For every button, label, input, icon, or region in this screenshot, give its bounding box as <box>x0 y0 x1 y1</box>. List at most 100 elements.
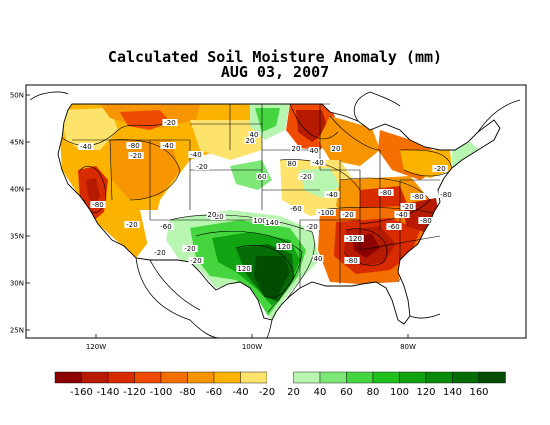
legend-swatch <box>267 372 294 383</box>
contour-label: -100 <box>318 209 334 217</box>
contour-label-bg <box>264 219 280 226</box>
north-plains-wet-core <box>255 108 280 132</box>
contour-label-bg <box>162 119 178 126</box>
contour-label: -80 <box>346 257 357 265</box>
legend-label: 160 <box>469 387 488 398</box>
contour-label-bg <box>276 243 292 250</box>
contour-label: 80 <box>288 160 297 168</box>
contour-label: -20 <box>164 119 175 127</box>
contour-label-bg <box>210 213 226 220</box>
contour-label: -20 <box>212 213 223 221</box>
contour-label-bg <box>194 163 210 170</box>
contour-label-bg <box>344 257 360 264</box>
legend-label: 40 <box>314 387 327 398</box>
contour-label: -40 <box>162 142 173 150</box>
contour-label: 140 <box>265 219 278 227</box>
contour-label-bg <box>438 191 454 198</box>
contour-label-bg <box>244 137 256 144</box>
contour-label: 20 <box>208 211 217 219</box>
contour-label: 120 <box>277 243 290 251</box>
legend-label: -40 <box>232 387 248 398</box>
contour-label-bg <box>330 145 342 152</box>
great-basin-field <box>110 140 180 200</box>
texas-wet-max <box>254 256 290 300</box>
lat-tick-label: 50N <box>10 92 24 100</box>
contour-label: -40 <box>326 191 337 199</box>
latitude-axis: 50N 45N 40N 35N 30N 25N <box>10 92 30 335</box>
anomaly-fields <box>58 104 480 324</box>
contour-label-bg <box>78 143 94 150</box>
contour-label: -40 <box>80 143 91 151</box>
contour-label: -20 <box>306 223 317 231</box>
contour-label: 100 <box>253 217 266 225</box>
legend-label: -20 <box>259 387 275 398</box>
contour-label-bg <box>310 159 326 166</box>
contour-label-bg <box>206 211 218 218</box>
contour-label-bg <box>158 223 174 230</box>
contour-label: -80 <box>128 142 139 150</box>
mexico-canada-coast <box>29 91 521 338</box>
lon-tick-label: 120W <box>86 343 106 351</box>
contour-label-bg <box>312 255 324 262</box>
contour-label: 120 <box>237 265 250 273</box>
contour-label-bg <box>298 173 314 180</box>
contour-label: -40 <box>312 159 323 167</box>
contour-label: -20 <box>126 221 137 229</box>
contour-label: -40 <box>190 151 201 159</box>
legend-label: -80 <box>179 387 195 398</box>
contour-label-bg <box>152 249 168 256</box>
contour-label: -60 <box>290 205 301 213</box>
contour-label: -20 <box>300 173 311 181</box>
contour-label-bg <box>304 223 320 230</box>
contour-label-bg <box>160 142 176 149</box>
contour-label: -40 <box>396 211 407 219</box>
contour-label-bg <box>182 245 198 252</box>
kansas-wet-field <box>230 160 272 190</box>
contour-label-bg <box>90 201 106 208</box>
contour-label-bg <box>124 221 140 228</box>
color-legend: -160 -140 -120 -100 -80 -60 -40 -20 20 40 60 80 100 1… <box>54 371 506 398</box>
contour-label-bg <box>288 205 304 212</box>
legend-swatch <box>107 371 135 384</box>
legend-swatch <box>240 371 268 384</box>
lon-tick-label: 80W <box>400 343 416 351</box>
florida-neutral-field <box>398 300 410 324</box>
legend-swatch <box>319 371 347 384</box>
legend-swatch <box>372 371 400 384</box>
legend-swatch <box>452 371 480 384</box>
contour-label-bg <box>286 160 298 167</box>
contour-label: -20 <box>196 163 207 171</box>
contour-label-bg <box>410 193 426 200</box>
legend-swatch <box>425 371 453 384</box>
contour-label-bg <box>252 217 268 224</box>
contour-label: -80 <box>380 189 391 197</box>
contour-label: -20 <box>402 203 413 211</box>
new-england-wet-field <box>452 142 480 168</box>
legend-label: 80 <box>367 387 380 398</box>
lon-tick-label: 100W <box>242 343 262 351</box>
lat-tick-label: 35N <box>10 233 24 241</box>
contour-label: 20 <box>246 137 255 145</box>
legend-swatch <box>399 371 427 384</box>
contour-label: 40 <box>314 255 323 263</box>
contour-label-bg <box>316 209 336 216</box>
contour-label-bg <box>386 223 402 230</box>
legend-label: 60 <box>340 387 353 398</box>
contour-label: -20 <box>130 152 141 160</box>
wisconsin-dry-field <box>318 116 380 166</box>
contour-label-bg <box>340 211 356 218</box>
contour-label-bg <box>256 173 268 180</box>
contour-label: 40 <box>310 147 319 155</box>
legend-swatch <box>54 371 82 384</box>
legend-swatch <box>213 371 241 384</box>
legend-label: -160 <box>70 387 93 398</box>
legend-label: 20 <box>287 387 300 398</box>
contour-label-bg <box>324 191 340 198</box>
contour-label: 40 <box>250 131 259 139</box>
lat-tick-label: 25N <box>10 327 24 335</box>
contour-label: -20 <box>154 249 165 257</box>
contour-label-bg <box>418 217 434 224</box>
contour-label: -20 <box>434 165 445 173</box>
contour-label-bg <box>126 142 142 149</box>
